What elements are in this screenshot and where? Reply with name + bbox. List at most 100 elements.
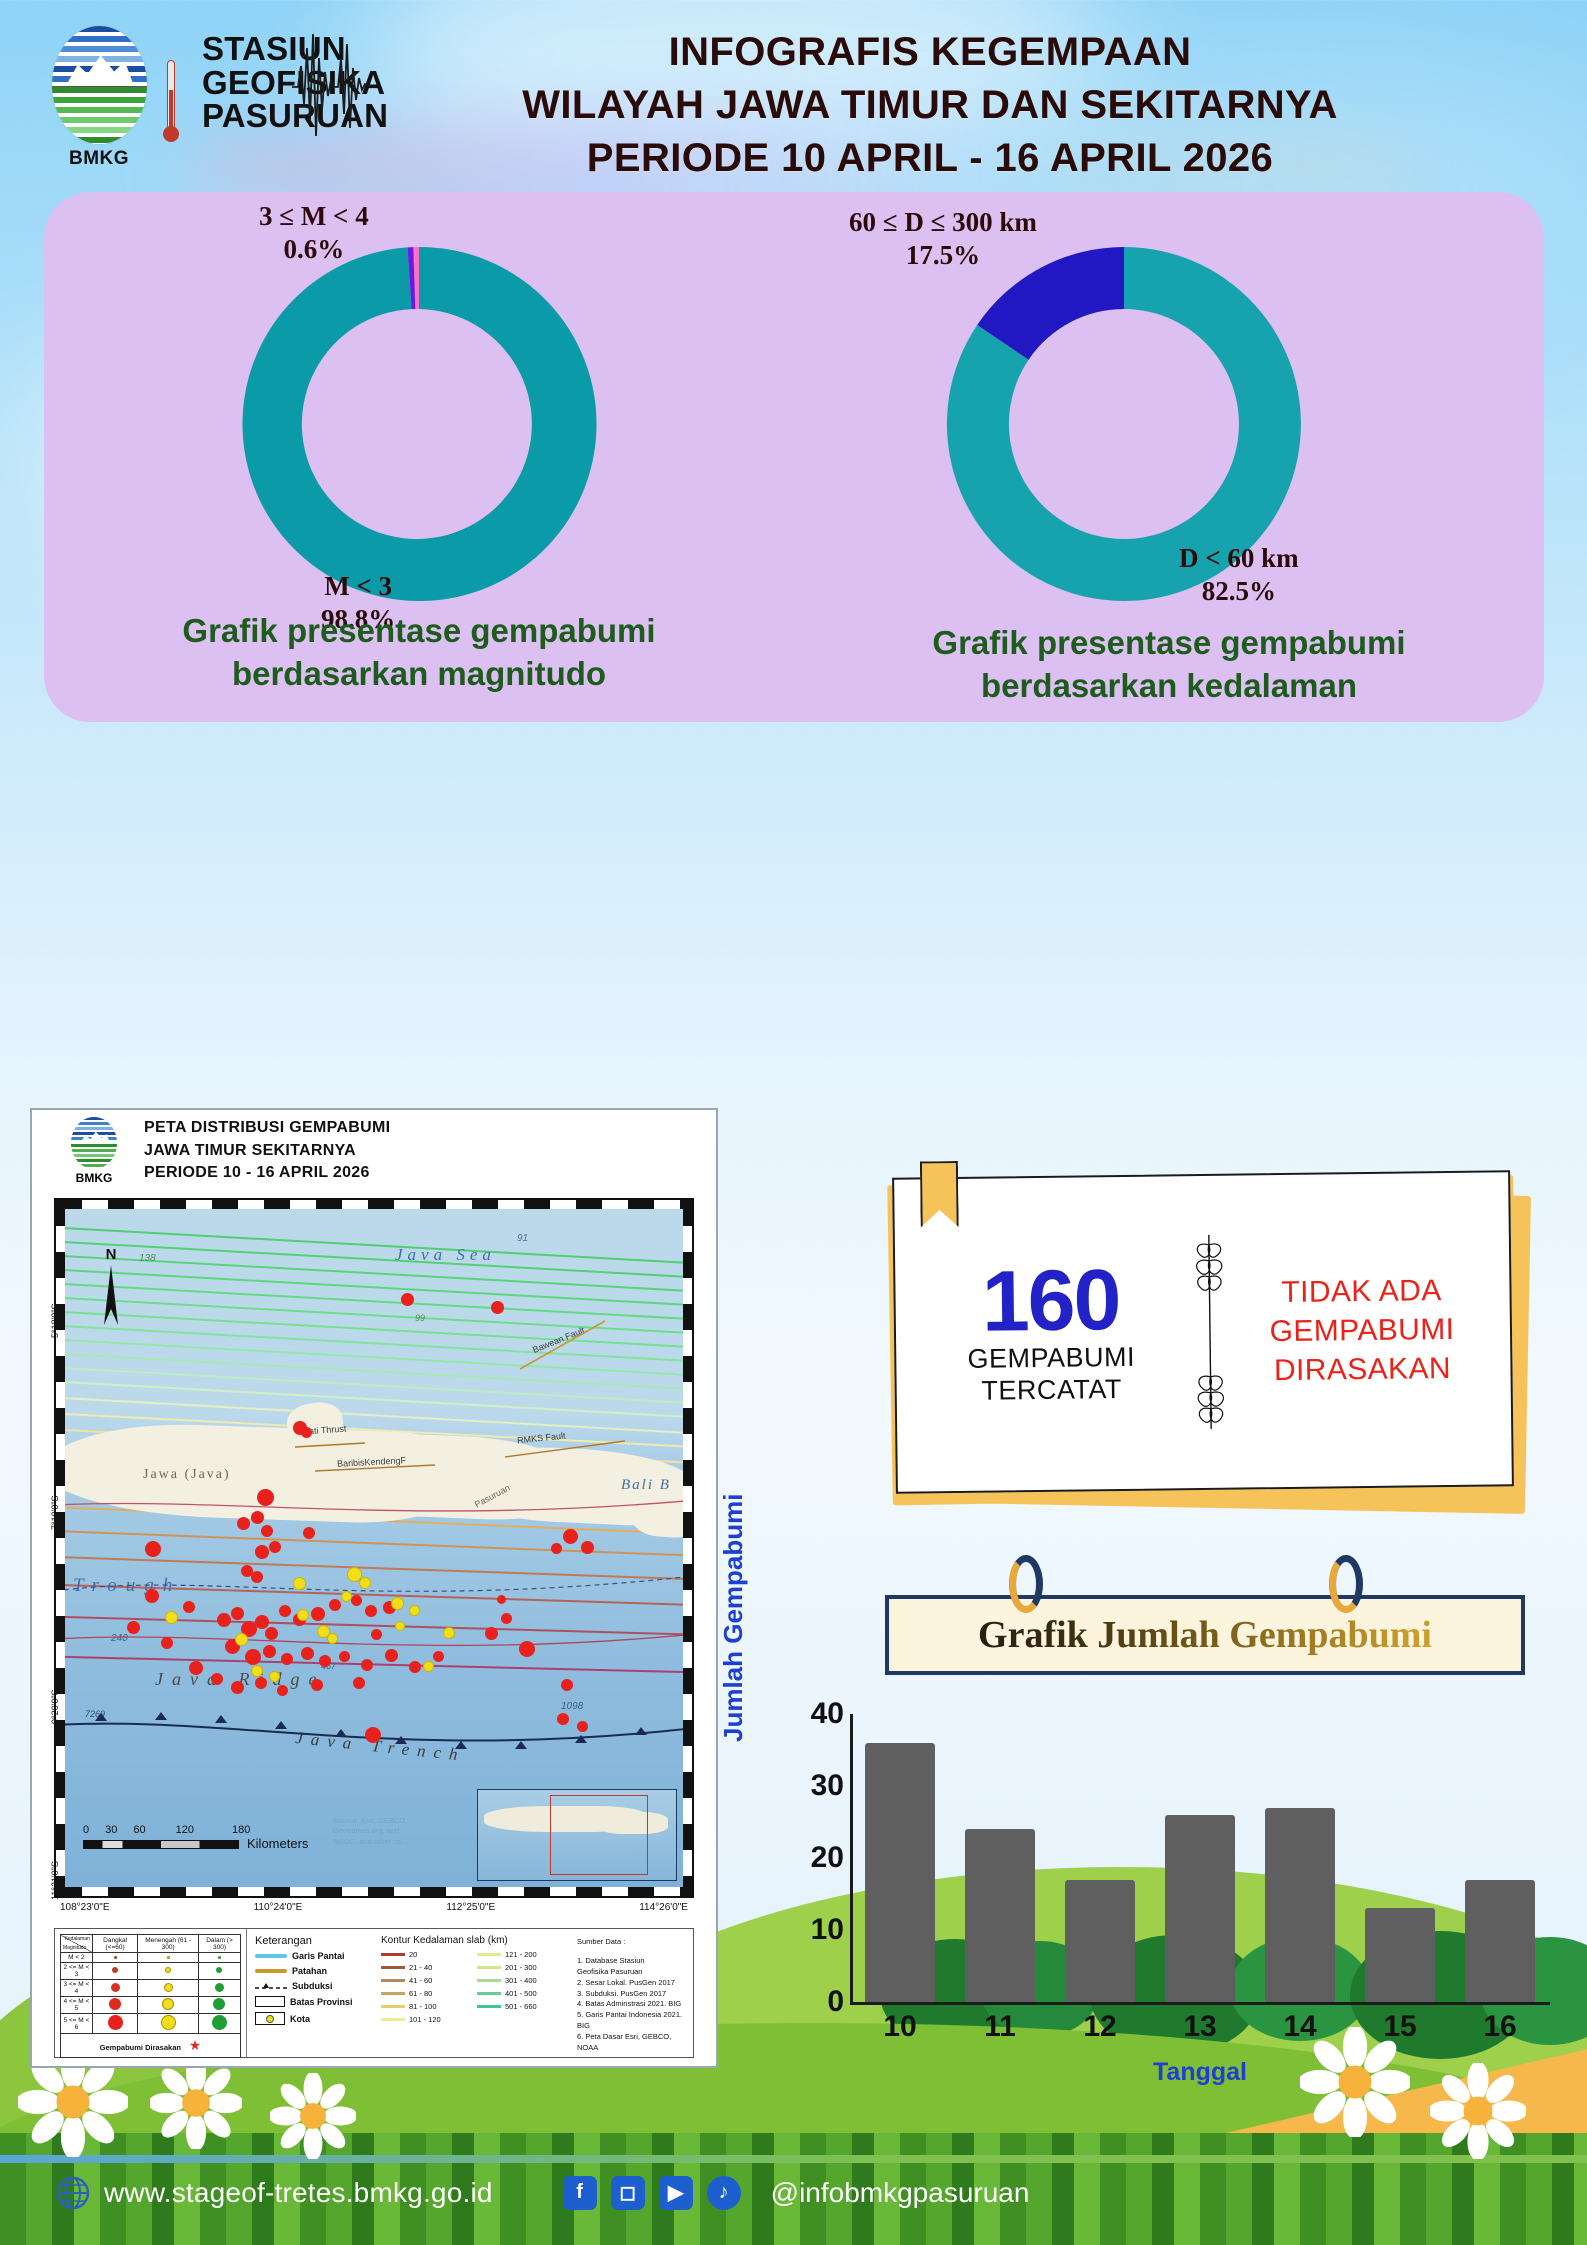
map-frame[interactable]: Java Sea Trough Java Ridge Java Trench B…	[54, 1198, 694, 1898]
magnitude-caption-line-2: berdasarkan magnitudo	[231, 654, 607, 692]
quake-marker	[395, 1621, 405, 1631]
quake-marker	[501, 1613, 512, 1624]
title-line-2: WILAYAH JAWA TIMUR DAN SEKITARNYA	[522, 82, 1338, 127]
kontur-item: 81 - 100	[409, 2002, 437, 2011]
inset-extent-box	[550, 1795, 648, 1875]
quake-marker	[577, 1721, 588, 1732]
source-title: Sumber Data :	[577, 1937, 626, 1946]
quake-marker	[245, 1649, 261, 1665]
quake-marker	[251, 1665, 263, 1677]
bmkg-logo: BMKG STASIUN GEOFISIKA PASURUAN	[44, 26, 388, 170]
depth-caption-line-2: berdasarkan kedalaman	[980, 666, 1358, 704]
chart-title-banner: Grafik Jumlah Gempabumi	[885, 1555, 1525, 1675]
matrix-corner-bottom: Magnitudo	[63, 1945, 87, 1951]
keterangan-title: Keterangan	[255, 1935, 312, 1947]
keterangan-item: Garis Pantai	[292, 1951, 345, 1961]
quake-marker	[317, 1625, 330, 1638]
depth-col-mid: Menengah (61 - 300)	[137, 1934, 199, 1953]
x-tick-12: 12	[1083, 2010, 1117, 2043]
source-item: 5. Garis Pantai Indonesia 2021. BIG	[577, 2010, 683, 2031]
quake-marker	[277, 1685, 288, 1696]
chart-x-axis	[850, 2002, 1550, 2005]
quake-marker	[385, 1649, 398, 1662]
x-tick-16: 16	[1483, 2010, 1517, 2043]
quake-marker	[255, 1545, 269, 1559]
count-label-line-1: GEMPABUMI	[967, 1341, 1136, 1374]
bar-13	[1165, 1814, 1235, 2002]
quake-marker	[165, 1611, 178, 1624]
page-header: BMKG STASIUN GEOFISIKA PASURUAN INFOGRAF…	[0, 0, 1587, 180]
notice-line-1: TIDAK ADA	[1281, 1273, 1442, 1309]
tiktok-icon[interactable]: ♪	[706, 2175, 741, 2210]
chart-y-axis-label: Jumlah Gempabumi	[718, 1493, 748, 1743]
keterangan-item: Batas Provinsi	[290, 1996, 353, 2007]
quake-marker	[145, 1541, 161, 1557]
statistics-card: 160 GEMPABUMI TERCATAT	[880, 1168, 1540, 1518]
kontur-item: 41 - 60	[409, 1976, 433, 1985]
earthquake-count-bar-chart: Jumlah Gempabumi 0 10 20 30 40 10 11 12 13 14 15 1…	[700, 1494, 1587, 2092]
kontur-item: 401 - 500	[505, 1989, 537, 1998]
quake-marker	[303, 1527, 315, 1539]
x-tick-15: 15	[1383, 2010, 1417, 2043]
quake-marker	[339, 1651, 350, 1662]
quake-marker	[279, 1605, 291, 1617]
kontur-item: 20	[409, 1950, 418, 1959]
quake-marker	[293, 1577, 306, 1590]
svg-text:N: N	[106, 1246, 117, 1263]
youtube-icon[interactable]: ▶	[658, 2175, 693, 2210]
station-line-1: STASIUN	[202, 30, 346, 67]
quake-marker	[347, 1567, 362, 1582]
keterangan-item: Patahan	[292, 1966, 328, 1976]
facebook-icon[interactable]: f	[562, 2175, 597, 2210]
quake-marker	[371, 1629, 382, 1640]
quake-marker	[551, 1543, 562, 1554]
page-title: INFOGRAFIS KEGEMPAAN WILAYAH JAWA TIMUR …	[330, 26, 1530, 184]
earthquake-distribution-map[interactable]: BMKG PETA DISTRIBUSI GEMPABUMI JAWA TIMU…	[30, 1108, 718, 2068]
x-tick-14: 14	[1283, 2010, 1317, 2043]
latitude-label: 11°21'0"S	[50, 1861, 60, 1900]
source-item: 1. Database Stasiun	[577, 1955, 645, 1965]
notice-line-2: GEMPABUMI	[1269, 1312, 1455, 1348]
y-tick-0: 0	[827, 1985, 844, 2018]
keterangan-item: Subduksi	[292, 1981, 333, 1991]
kontur-item: 61 - 80	[409, 1989, 433, 1998]
earthquake-count-block: 160 GEMPABUMI TERCATAT	[925, 1252, 1177, 1408]
bar-14	[1265, 1807, 1335, 2002]
map-island-label: Jawa (Java)	[143, 1467, 231, 1482]
quake-marker	[311, 1679, 323, 1691]
magnitude-donut-svg	[242, 247, 597, 601]
instagram-icon[interactable]: ◻	[610, 2175, 645, 2210]
depth-bottom-label: D < 60 km 82.5%	[1179, 543, 1299, 606]
hook-icon	[1009, 1555, 1043, 1613]
footer-website[interactable]: www.stageof-tretes.bmkg.go.id	[104, 2176, 493, 2208]
kontur-item: 21 - 40	[409, 1963, 433, 1972]
quake-marker	[351, 1595, 362, 1606]
star-icon: ★	[188, 2037, 202, 2053]
thermometer-icon	[160, 60, 182, 152]
mag-row: 2 <= M < 3	[60, 1962, 93, 1980]
longitude-label: 114°26'0"E	[639, 1902, 688, 1913]
quake-marker	[269, 1671, 280, 1682]
matrix-corner-top: Kedalaman	[64, 1936, 90, 1942]
earthquake-count: 160	[981, 1252, 1120, 1350]
latitude-label: 9°20'0"S	[50, 1689, 60, 1724]
felt-label: Gempabumi Dirasakan	[99, 2043, 181, 2052]
map-canvas: Java Sea Trough Java Ridge Java Trench B…	[65, 1209, 683, 1887]
bmkg-oval-icon	[51, 26, 147, 144]
bmkg-wordmark: BMKG	[68, 148, 130, 169]
quake-marker	[353, 1677, 365, 1689]
map-title-line-1: PETA DISTRIBUSI GEMPABUMI	[144, 1118, 391, 1136]
map-title-line-2: JAWA TIMUR SEKITARNYA	[144, 1141, 356, 1159]
scale-unit: Kilometers	[247, 1836, 309, 1851]
x-tick-10: 10	[883, 2010, 917, 2043]
source-item: 3. Subduksi. PusGen 2017	[577, 1988, 667, 1998]
quake-marker	[257, 1489, 274, 1506]
quake-marker	[423, 1661, 434, 1672]
map-header: BMKG PETA DISTRIBUSI GEMPABUMI JAWA TIMU…	[32, 1110, 716, 1192]
quake-marker	[409, 1605, 420, 1616]
legend-keterangan: Keterangan Garis Pantai Patahan Subduksi…	[247, 1929, 375, 2057]
quake-marker	[563, 1529, 578, 1544]
mag-row: 3 <= M < 4	[60, 1979, 93, 1997]
mag-row: M < 2	[60, 1952, 93, 1963]
footer-handle[interactable]: @infobmkgpasuruan	[770, 2176, 1030, 2208]
